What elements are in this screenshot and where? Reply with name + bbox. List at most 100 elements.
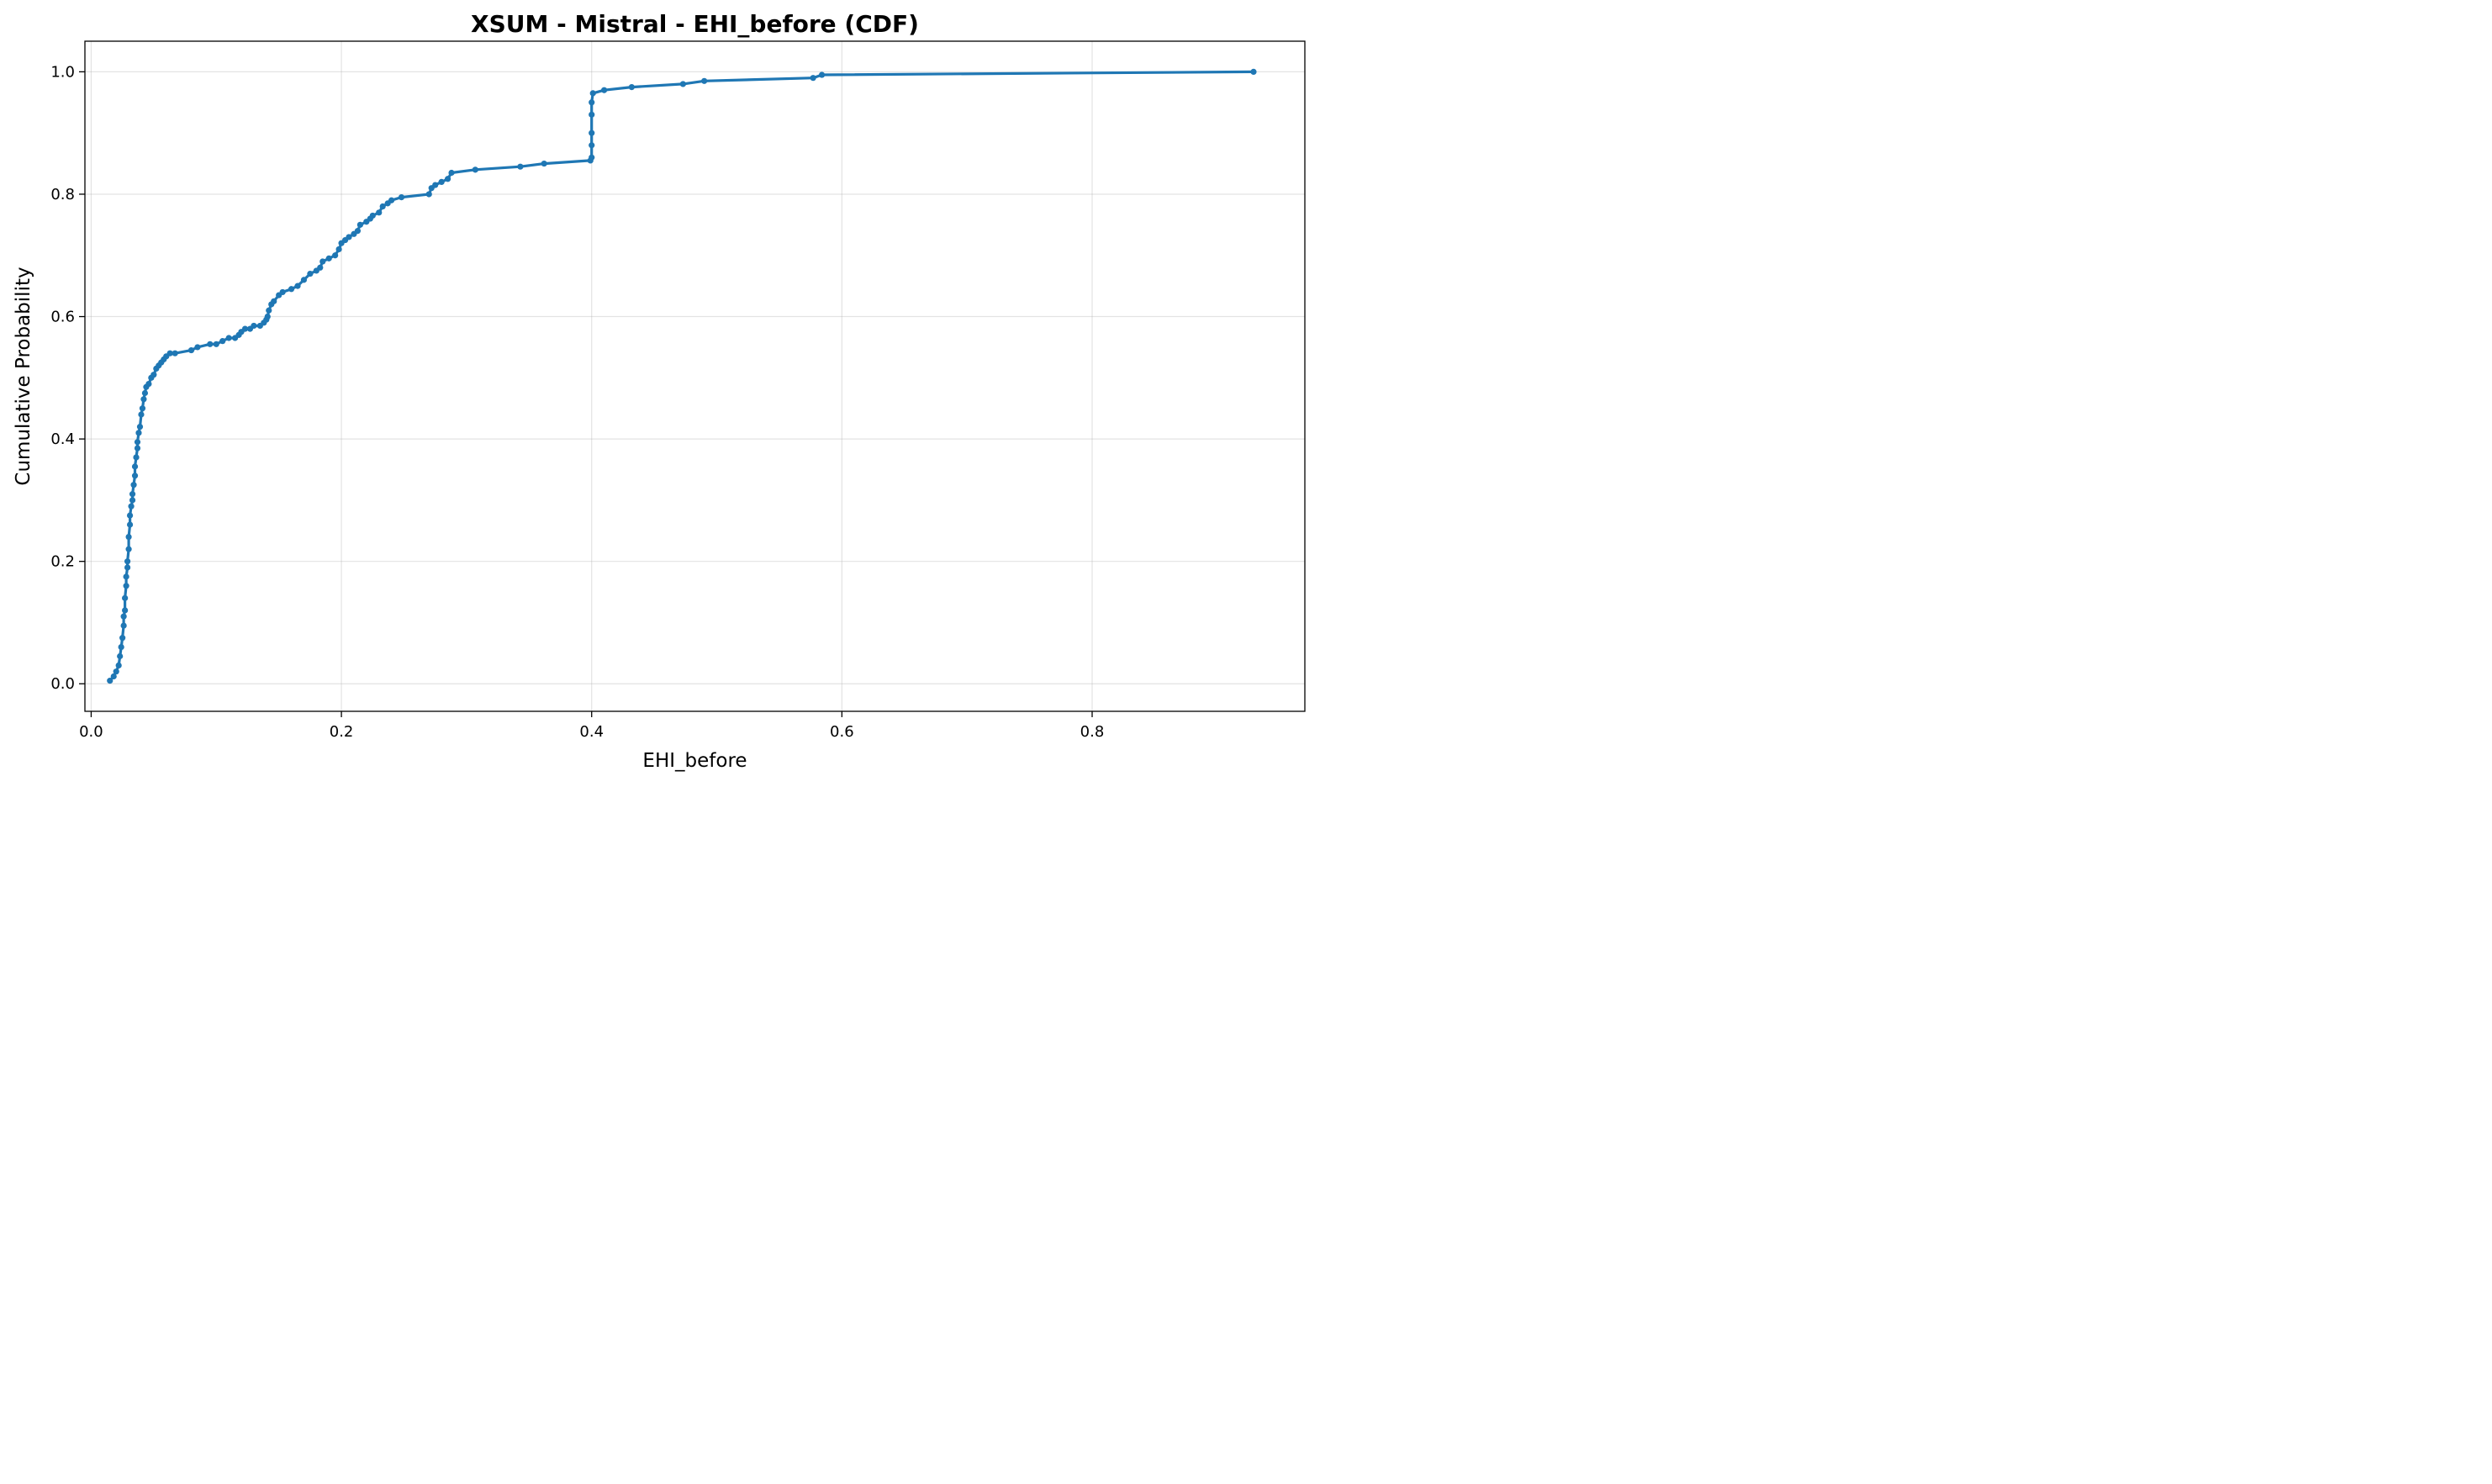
cdf-point bbox=[300, 277, 308, 283]
x-axis-label: EHI_before bbox=[642, 750, 747, 772]
cdf-point bbox=[126, 512, 134, 519]
chart-container: 0.0 0.2 0.4 0.6 0.8 0.0 0.2 0.4 0.6 0.8 1.0 XSUM -… bbox=[0, 0, 1315, 790]
cdf-point bbox=[118, 643, 124, 651]
cdf-point bbox=[219, 338, 226, 345]
cdf-point bbox=[131, 463, 139, 470]
cdf-point bbox=[346, 234, 352, 240]
cdf-point bbox=[376, 209, 383, 216]
cdf-point bbox=[810, 75, 816, 82]
cdf-point bbox=[113, 668, 119, 675]
cdf-point bbox=[131, 473, 139, 479]
cdf-point bbox=[126, 521, 134, 528]
cdf-point bbox=[589, 129, 595, 136]
cdf-point bbox=[541, 160, 547, 167]
cdf-point bbox=[679, 81, 686, 87]
cdf-point bbox=[589, 154, 595, 161]
cdf-point bbox=[166, 350, 173, 356]
cdf-point bbox=[130, 482, 137, 489]
cdf-point bbox=[288, 286, 295, 293]
cdf-chart: 0.0 0.2 0.4 0.6 0.8 0.0 0.2 0.4 0.6 0.8 1.0 XSUM -… bbox=[0, 0, 1315, 790]
cdf-point bbox=[110, 673, 117, 680]
y-tick-label: 1.0 bbox=[50, 63, 75, 81]
axis-ticks: 0.0 0.2 0.4 0.6 0.8 0.0 0.2 0.4 0.6 0.8 1.0 bbox=[50, 63, 1104, 741]
cdf-point bbox=[138, 411, 145, 418]
cdf-point bbox=[117, 652, 124, 660]
cdf-point bbox=[123, 573, 129, 580]
cdf-point bbox=[388, 197, 395, 203]
x-tick-label: 0.4 bbox=[579, 723, 604, 741]
cdf-point bbox=[317, 264, 324, 271]
cdf-point bbox=[129, 491, 136, 498]
cdf-point bbox=[319, 258, 326, 265]
cdf-point bbox=[701, 77, 708, 84]
x-tick-label: 0.6 bbox=[830, 723, 854, 741]
cdf-point bbox=[122, 594, 129, 601]
cdf-point bbox=[1250, 68, 1257, 75]
cdf-point bbox=[225, 335, 232, 341]
cdf-point bbox=[134, 439, 141, 446]
cdf-point bbox=[438, 178, 445, 186]
cdf-point bbox=[129, 497, 136, 504]
cdf-point bbox=[135, 430, 142, 436]
cdf-point bbox=[150, 372, 157, 378]
cdf-point bbox=[115, 662, 122, 669]
cdf-point bbox=[818, 71, 826, 78]
x-tick-label: 0.0 bbox=[79, 723, 103, 741]
cdf-point bbox=[241, 325, 249, 332]
series-layer bbox=[107, 68, 1257, 684]
cdf-point bbox=[335, 246, 342, 253]
cdf-point bbox=[136, 423, 144, 430]
cdf-point bbox=[107, 678, 114, 684]
cdf-point bbox=[294, 283, 301, 289]
cdf-point bbox=[398, 194, 405, 201]
x-tick-label: 0.2 bbox=[330, 723, 354, 741]
y-tick-label: 0.4 bbox=[50, 430, 75, 448]
cdf-point bbox=[194, 344, 201, 351]
cdf-point bbox=[472, 166, 478, 173]
figure-background bbox=[0, 0, 1315, 790]
cdf-point bbox=[134, 445, 141, 452]
cdf-point bbox=[213, 341, 219, 347]
cdf-point bbox=[125, 533, 132, 541]
cdf-point bbox=[589, 142, 595, 149]
cdf-point bbox=[125, 546, 132, 552]
cdf-point bbox=[628, 83, 635, 91]
cdf-point bbox=[119, 635, 126, 642]
cdf-point bbox=[589, 111, 595, 118]
cdf-point bbox=[517, 163, 524, 170]
cdf-point bbox=[120, 613, 127, 620]
cdf-point bbox=[307, 270, 314, 277]
cdf-point bbox=[128, 503, 135, 510]
cdf-point bbox=[141, 389, 149, 397]
cdf-point bbox=[432, 182, 439, 188]
cdf-point bbox=[120, 622, 127, 629]
cdf-point bbox=[325, 255, 332, 261]
y-axis-label: Cumulative Probability bbox=[13, 267, 34, 485]
cdf-point bbox=[124, 558, 131, 565]
cdf-point bbox=[133, 454, 140, 461]
cdf-point bbox=[122, 607, 129, 614]
cdf-point bbox=[172, 350, 178, 356]
cdf-point bbox=[448, 169, 455, 177]
cdf-point bbox=[123, 583, 129, 589]
cdf-point bbox=[589, 90, 596, 97]
cdf-point bbox=[124, 564, 131, 571]
cdf-point bbox=[589, 99, 595, 106]
cdf-point bbox=[140, 396, 147, 403]
cdf-point bbox=[356, 221, 364, 228]
cdf-point bbox=[145, 380, 152, 388]
cdf-point bbox=[379, 203, 386, 210]
cdf-point bbox=[187, 346, 195, 354]
cdf-point bbox=[264, 313, 271, 320]
chart-title: XSUM - Mistral - EHI_before (CDF) bbox=[471, 10, 919, 38]
cdf-point bbox=[354, 228, 362, 235]
y-tick-label: 0.8 bbox=[50, 186, 75, 203]
cdf-point bbox=[425, 191, 432, 198]
cdf-point bbox=[139, 405, 146, 412]
y-tick-label: 0.0 bbox=[50, 675, 75, 693]
cdf-point bbox=[279, 288, 286, 296]
cdf-point bbox=[369, 212, 376, 219]
y-tick-label: 0.2 bbox=[50, 553, 75, 571]
plot-frame bbox=[84, 40, 1306, 712]
cdf-point bbox=[332, 252, 339, 259]
